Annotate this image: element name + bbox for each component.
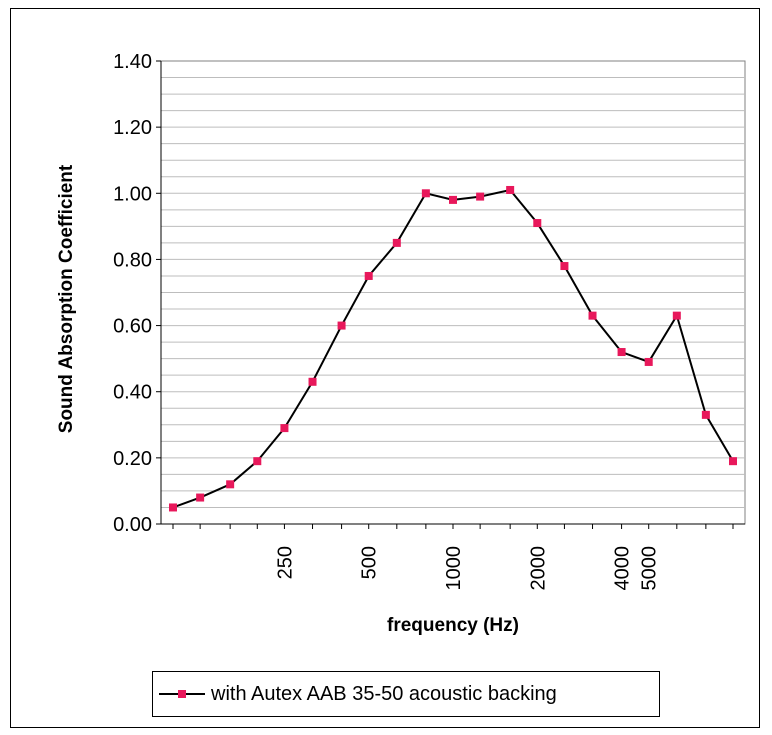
data-point <box>449 195 457 204</box>
data-point <box>588 311 597 320</box>
x-tick-label: 1000 <box>443 546 465 591</box>
data-point <box>506 185 515 194</box>
data-point <box>560 262 569 271</box>
x-tick-label: 250 <box>274 546 296 579</box>
data-point <box>476 192 485 201</box>
x-tick-label: 500 <box>359 546 381 579</box>
line-chart: 0.00 0.20 0.40 0.60 0.80 1.00 1.20 1.40 250 500 1… <box>56 51 746 636</box>
data-point <box>226 480 235 489</box>
x-tick-label: 2000 <box>527 546 549 591</box>
series-group <box>169 185 737 512</box>
gridlines <box>161 77 745 508</box>
legend-label: with Autex AAB 35-50 acoustic backing <box>211 682 557 705</box>
data-point <box>196 493 205 502</box>
data-point <box>533 219 542 228</box>
data-point <box>392 238 401 247</box>
data-point <box>364 271 373 280</box>
data-point <box>672 311 681 320</box>
legend: with Autex AAB 35-50 acoustic backing <box>152 671 660 717</box>
y-axis-title: Sound Absorption Coefficient <box>56 164 77 433</box>
y-tick-label: 1.20 <box>113 117 152 139</box>
x-axis-title: frequency (Hz) <box>387 615 519 636</box>
x-tick-label: 5000 <box>639 546 661 591</box>
data-point <box>617 348 626 357</box>
data-point <box>169 503 177 512</box>
y-axis-ticks: 0.00 0.20 0.40 0.60 0.80 1.00 1.20 1.40 <box>113 51 162 536</box>
x-axis-ticks: 250 500 1000 2000 4000 5000 <box>161 523 745 591</box>
legend-swatch <box>159 684 205 704</box>
data-point <box>729 457 737 466</box>
data-point <box>644 357 653 366</box>
x-tick-label: 4000 <box>612 546 634 591</box>
data-point <box>280 424 289 433</box>
chart-frame: 0.00 0.20 0.40 0.60 0.80 1.00 1.20 1.40 250 500 1… <box>10 8 760 728</box>
y-tick-label: 0.80 <box>113 249 152 271</box>
data-point <box>421 189 430 198</box>
data-point <box>701 410 710 419</box>
y-tick-label: 0.00 <box>113 514 152 536</box>
y-tick-label: 1.40 <box>113 51 152 73</box>
y-tick-label: 0.20 <box>113 448 152 470</box>
y-tick-label: 0.60 <box>113 316 152 338</box>
y-tick-label: 0.40 <box>113 382 152 404</box>
data-point <box>253 457 262 466</box>
data-point <box>337 321 346 330</box>
y-tick-label: 1.00 <box>113 183 152 205</box>
data-point <box>308 377 317 386</box>
